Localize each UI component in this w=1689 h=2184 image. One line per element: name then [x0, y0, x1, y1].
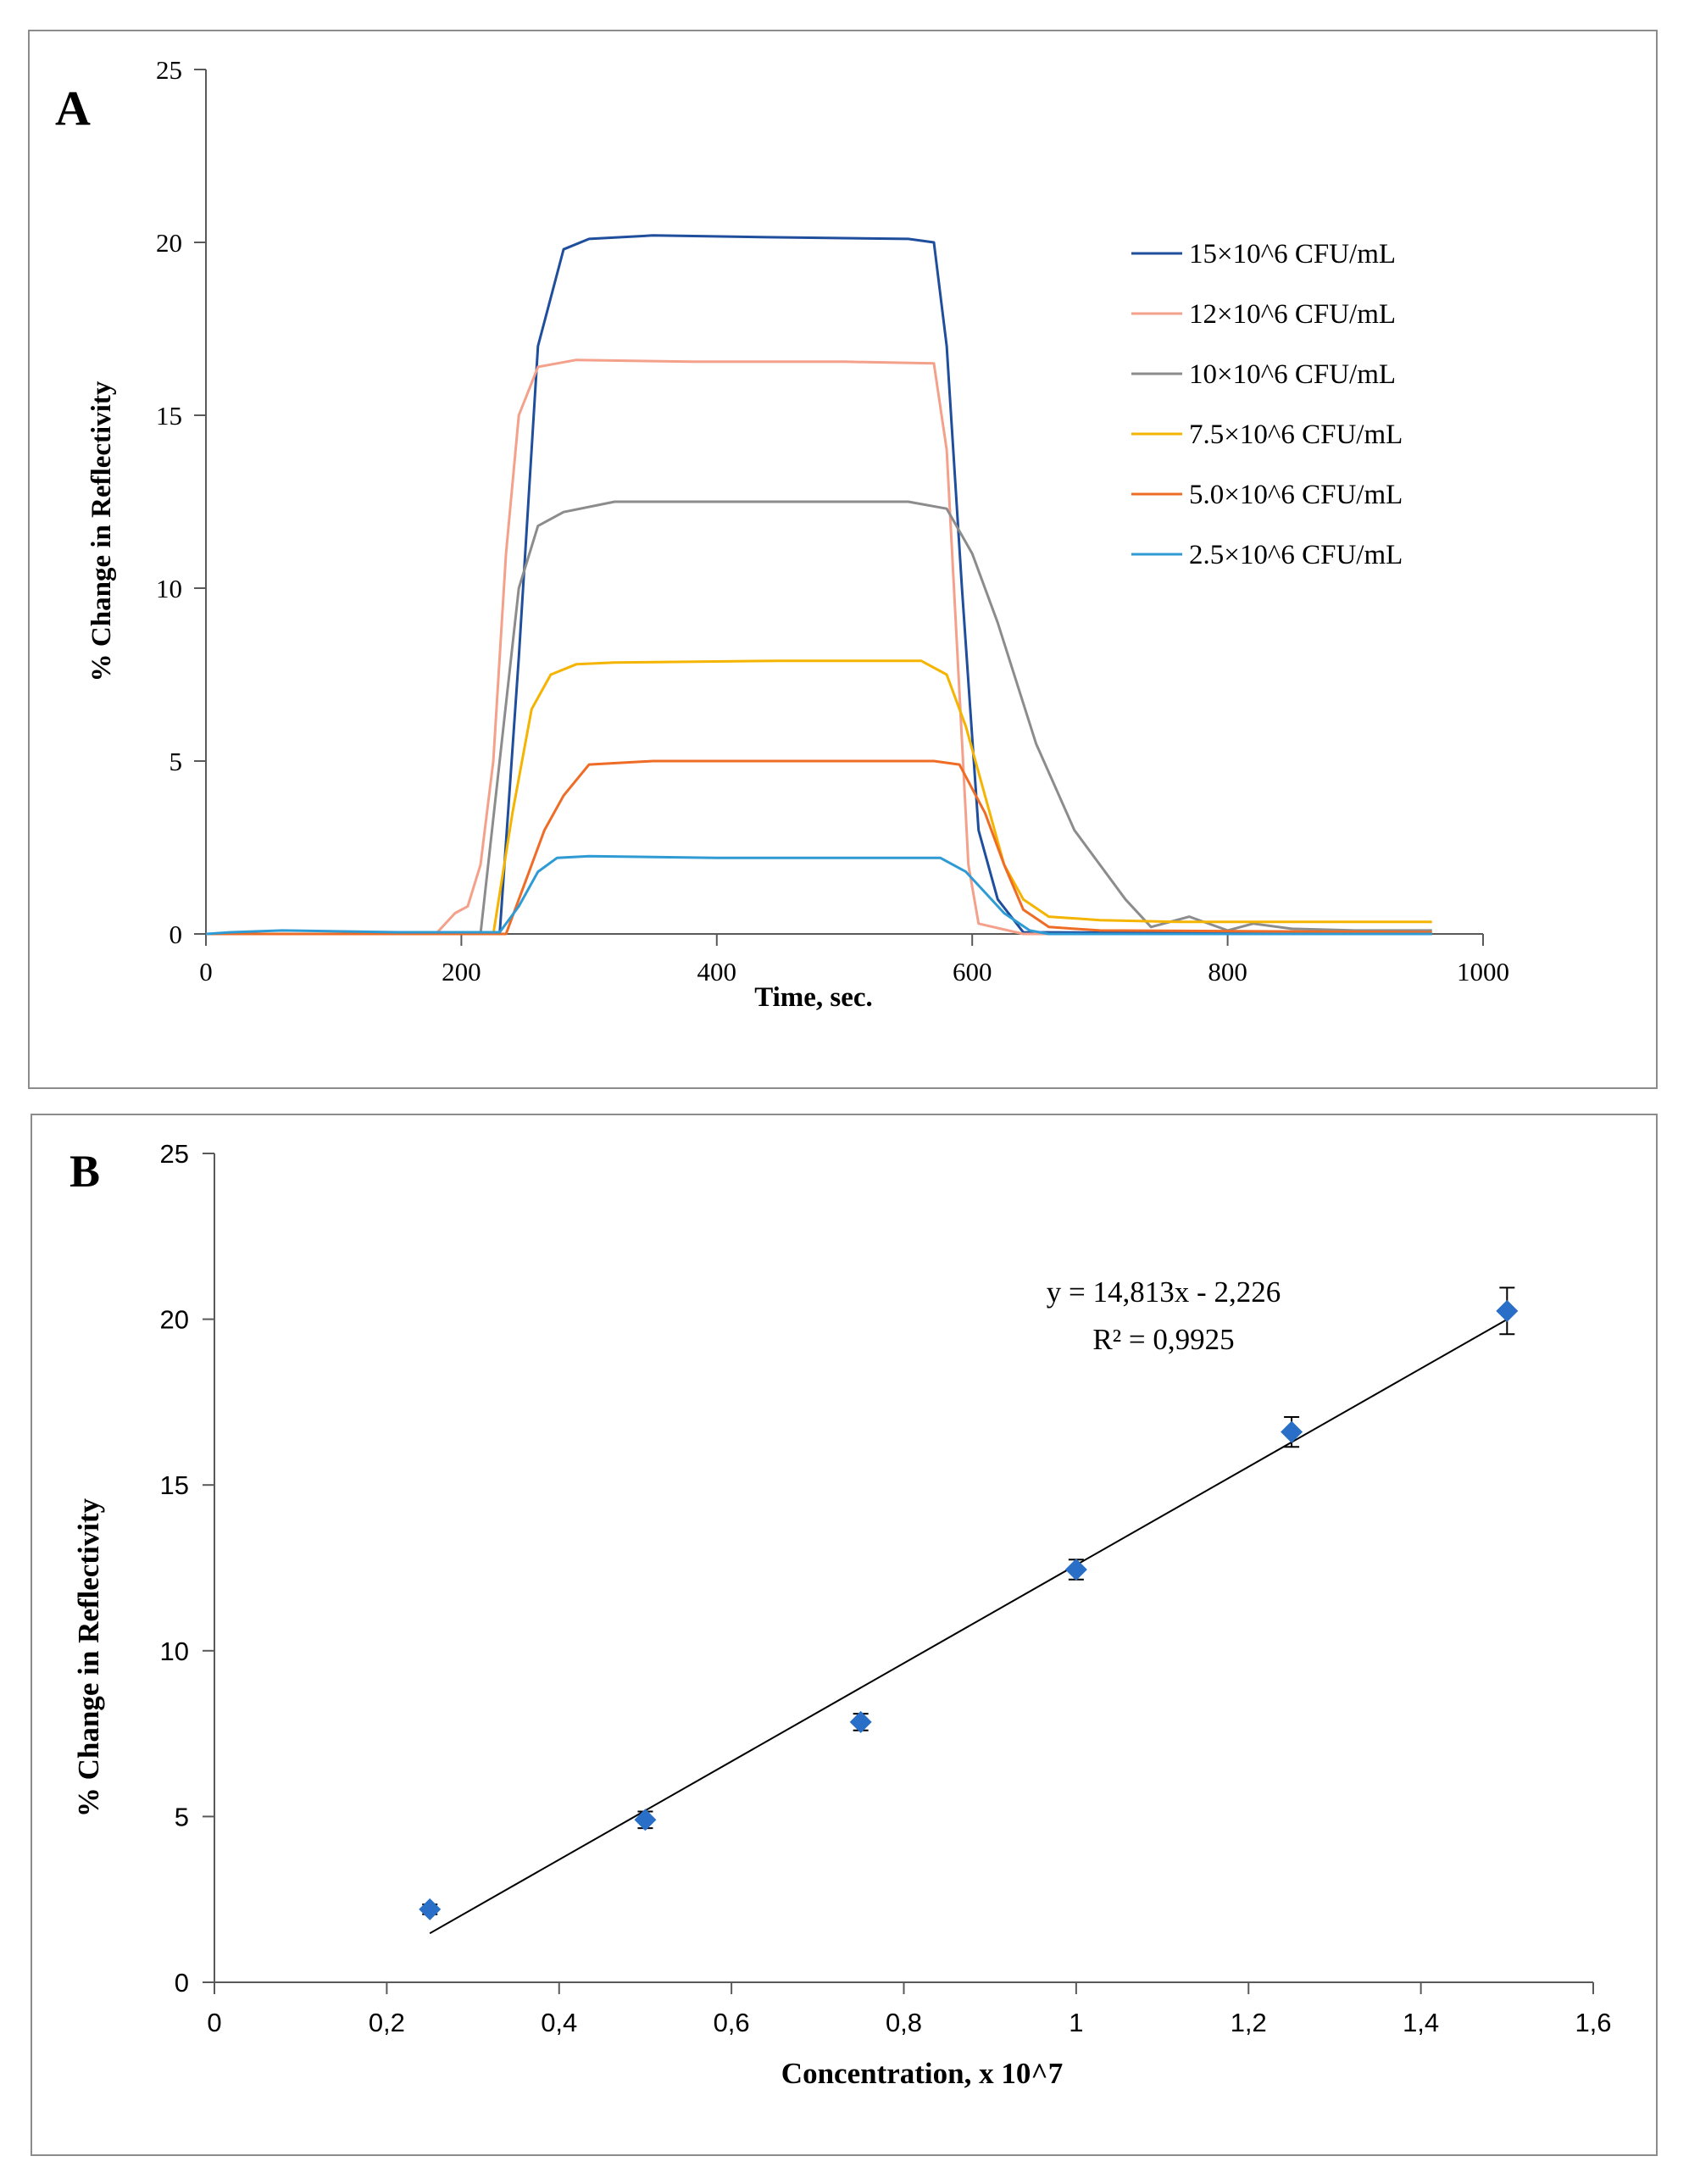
y-tick-label-a: 25	[156, 55, 182, 85]
series-line-4	[206, 659, 1432, 936]
y-tick-label-b: 25	[160, 1139, 189, 1169]
x-tick-label-b: 0,2	[369, 2008, 405, 2037]
panel-a: A 0 5 10 15 20 25 0 200 400 600 800 1000 15×10^6 CF…	[28, 30, 1658, 1089]
y-tick-label-a: 5	[169, 747, 183, 776]
data-point	[1064, 1558, 1087, 1581]
legend-label-2: 12×10^6 CFU/mL	[1189, 299, 1396, 330]
x-tick-label-a: 1000	[1457, 957, 1509, 986]
panel-b: B 0 5 10 15 20 25 0 0,2 0,4 0,6 0,8 1 1,2 1,4 1,6 y = …	[31, 1114, 1658, 2156]
chart-a-svg: A 0 5 10 15 20 25 0 200 400 600 800 1000 15×10^6 CF…	[55, 55, 1509, 1013]
legend-label-4: 7.5×10^6 CFU/mL	[1189, 420, 1403, 450]
legend-label-5: 5.0×10^6 CFU/mL	[1189, 480, 1403, 510]
x-tick-label-a: 200	[442, 957, 481, 986]
y-tick-label-b: 10	[160, 1637, 189, 1666]
trendline-equation: y = 14,813x - 2,226	[1047, 1275, 1281, 1309]
x-tick-label-b: 1,6	[1575, 2008, 1611, 2037]
x-tick-label-a: 800	[1208, 957, 1247, 986]
series-line-1	[206, 234, 1432, 936]
series-line-3	[206, 500, 1432, 936]
y-tick-label-b: 5	[175, 1802, 189, 1831]
x-tick-label-b: 0	[207, 2008, 221, 2037]
x-axis-label-a: Time, sec.	[754, 982, 873, 1013]
x-axis-label-b: Concentration, x 10^7	[781, 2057, 1063, 2090]
trendline	[429, 1318, 1508, 1935]
y-tick-label-b: 20	[160, 1305, 189, 1335]
y-tick-label-b: 0	[175, 1968, 189, 1998]
legend-label-1: 15×10^6 CFU/mL	[1189, 239, 1396, 270]
panel-b-label: B	[69, 1146, 100, 1197]
series-line-6	[205, 854, 1432, 936]
y-axis-label-b: % Change in Reflectivity	[72, 1498, 105, 1817]
legend-label-6: 2.5×10^6 CFU/mL	[1189, 540, 1403, 570]
y-tick-label-a: 20	[156, 228, 182, 258]
series-line-5	[206, 759, 1432, 936]
y-tick-label-b: 15	[160, 1470, 189, 1500]
x-tick-label-a: 0	[199, 957, 213, 986]
chart-b-svg: B 0 5 10 15 20 25 0 0,2 0,4 0,6 0,8 1 1,2 1,4 1,6 y = …	[69, 1139, 1612, 2090]
y-axis-label-a: % Change in Reflectivity	[86, 381, 117, 681]
data-point	[419, 1898, 442, 1920]
legend-label-3: 10×10^6 CFU/mL	[1189, 359, 1396, 390]
data-point	[634, 1809, 657, 1831]
y-tick-label-a: 15	[156, 401, 182, 431]
x-tick-label-a: 600	[953, 957, 992, 986]
data-point	[849, 1710, 872, 1733]
x-tick-label-a: 400	[697, 957, 737, 986]
x-tick-label-b: 1,4	[1403, 2008, 1439, 2037]
x-tick-label-b: 0,8	[886, 2008, 922, 2037]
x-tick-label-b: 0,6	[714, 2008, 750, 2037]
series-line-2	[206, 358, 1432, 936]
y-tick-label-a: 10	[156, 574, 182, 603]
r-squared-label: R² = 0,9925	[1092, 1323, 1234, 1356]
panel-a-label: A	[55, 81, 91, 136]
x-tick-label-b: 0,4	[541, 2008, 577, 2037]
data-point	[1496, 1299, 1519, 1322]
data-point	[1281, 1420, 1303, 1443]
x-tick-label-b: 1,2	[1231, 2008, 1267, 2037]
x-tick-label-b: 1	[1069, 2008, 1083, 2037]
y-tick-label-a: 0	[169, 920, 183, 949]
